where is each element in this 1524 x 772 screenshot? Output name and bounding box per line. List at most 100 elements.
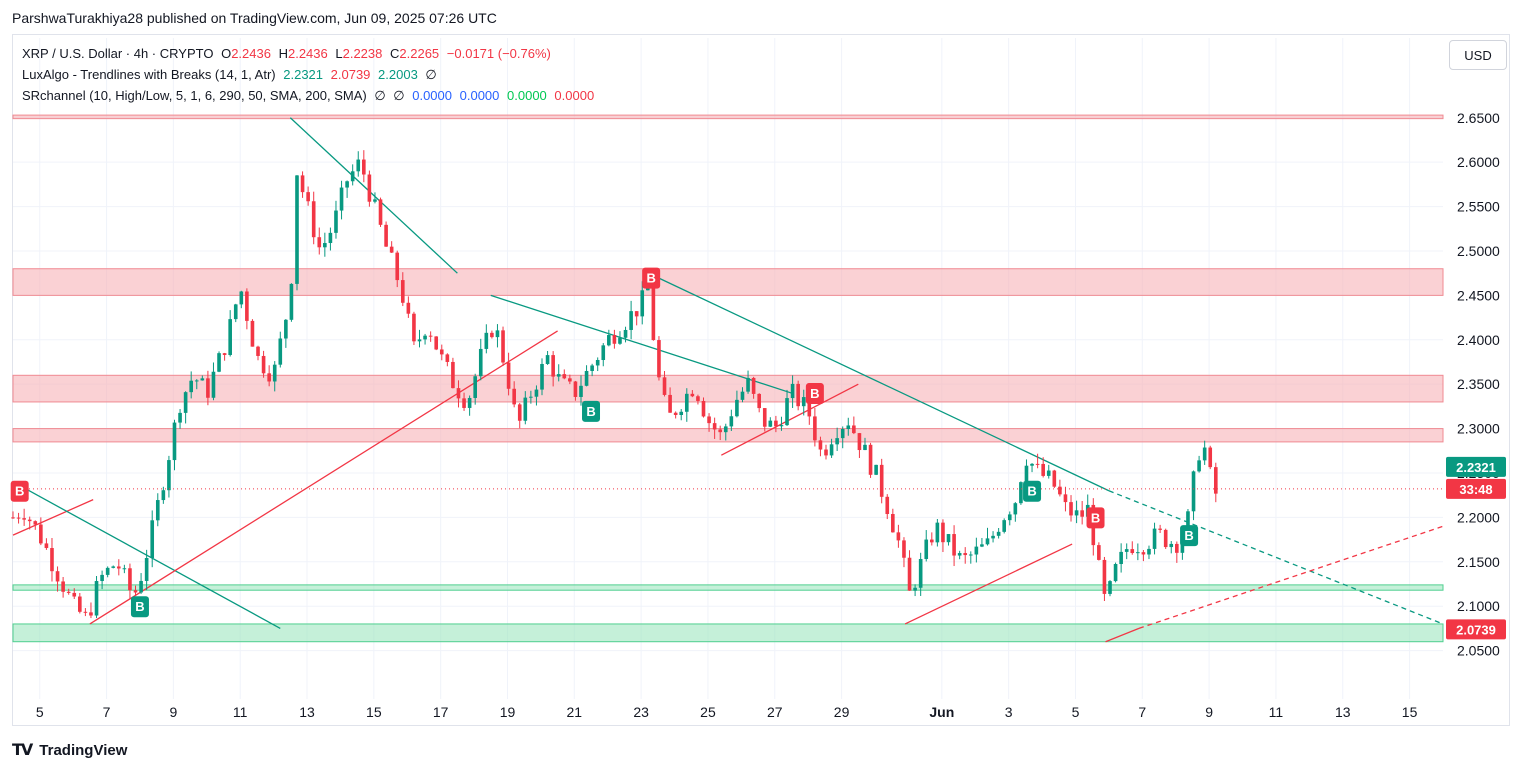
price-tags: 2.2321 33:48 2.0739	[1446, 456, 1506, 640]
candle-body	[1069, 502, 1073, 516]
candle-body	[684, 393, 689, 412]
legend-srchannel[interactable]: SRchannel (10, High/Low, 5, 1, 6, 290, 5…	[22, 88, 598, 104]
candle-body	[601, 345, 606, 361]
trendline	[490, 294, 792, 394]
currency-button[interactable]: USD	[1449, 40, 1507, 70]
candle-body	[657, 340, 661, 378]
candle-body	[378, 199, 383, 225]
candle-body	[985, 538, 990, 545]
candle-body	[879, 464, 884, 497]
candle-body	[495, 330, 500, 338]
x-tick-label: 27	[767, 704, 783, 720]
candle-body	[707, 416, 711, 424]
candle-body	[78, 596, 82, 612]
candle-body	[634, 311, 639, 317]
candle-body	[868, 444, 873, 475]
candle-body	[1019, 482, 1023, 504]
candle-body	[762, 408, 767, 427]
x-tick-label: 17	[433, 704, 449, 720]
candle-body	[829, 444, 834, 456]
candle-body	[506, 362, 511, 389]
trendline	[721, 383, 859, 456]
change-value: −0.0171 (−0.76%)	[446, 46, 551, 61]
candle-body	[389, 246, 394, 253]
x-tick-label: 5	[1072, 704, 1080, 720]
countdown-tag-bg	[1446, 478, 1506, 499]
candle-body	[189, 380, 194, 393]
symbol-label[interactable]: XRP / U.S. Dollar · 4h · CRYPTO	[22, 46, 214, 61]
candle-body	[968, 554, 973, 556]
candle-body	[66, 591, 71, 593]
x-tick-label: 15	[366, 704, 382, 720]
candle-body	[434, 336, 439, 350]
y-tick-label: 2.4500	[1457, 287, 1500, 303]
break-label-badge	[1023, 480, 1042, 502]
candle-body	[885, 496, 890, 515]
candle-body	[1169, 543, 1174, 548]
candle-body	[1186, 511, 1190, 534]
candle-body	[679, 411, 684, 415]
candle-body	[517, 404, 522, 421]
resistance-zone	[12, 374, 1444, 403]
candle-body	[289, 283, 294, 320]
candle-body	[350, 171, 355, 182]
candle-body	[1130, 549, 1135, 554]
candle-body	[384, 224, 388, 247]
candle-body	[701, 400, 706, 417]
candle-body	[467, 397, 472, 408]
candle-body	[863, 444, 867, 451]
break-label-bullish: B	[1180, 525, 1199, 547]
candlestick-series	[11, 150, 1443, 619]
candle-body	[729, 416, 734, 427]
candle-body	[445, 354, 450, 362]
candle-body	[222, 353, 227, 355]
candle-body	[72, 592, 77, 597]
candle-body	[200, 378, 205, 381]
legend-ohlc[interactable]: XRP / U.S. Dollar · 4h · CRYPTO O2.2436 …	[22, 46, 555, 61]
footer-branding[interactable]: 𝗧𝗩 TradingView	[12, 740, 127, 760]
candle-body	[128, 568, 132, 591]
candle-body	[946, 534, 951, 543]
candle-body	[278, 338, 283, 365]
candle-body	[373, 199, 377, 202]
candle-body	[1152, 528, 1157, 549]
x-tick-label: 9	[169, 704, 177, 720]
y-tick-label: 2.3500	[1457, 376, 1500, 392]
candle-body	[991, 535, 995, 539]
candle-body	[1007, 514, 1012, 521]
candle-body	[306, 192, 310, 202]
candle-body	[16, 517, 21, 519]
candle-body	[61, 581, 65, 592]
indicator-name-srchannel[interactable]: SRchannel (10, High/Low, 5, 1, 6, 290, 5…	[22, 88, 367, 103]
legend-luxalgo[interactable]: LuxAlgo - Trendlines with Breaks (14, 1,…	[22, 67, 441, 83]
break-label-bearish: B	[805, 383, 824, 405]
candle-body	[1024, 465, 1029, 483]
candle-body	[629, 311, 633, 330]
candle-body	[1158, 528, 1162, 530]
candle-body	[194, 380, 199, 382]
price-axis: 2.6500 2.6000 2.5500 2.5000 2.4500 2.4000 2.35…	[1457, 110, 1500, 659]
candle-body	[44, 543, 49, 549]
candle-body	[478, 348, 483, 377]
candle-body	[746, 377, 750, 392]
high-label: H	[278, 46, 288, 61]
candle-body	[562, 374, 567, 379]
candle-body	[1191, 471, 1196, 512]
indicator-name-luxalgo[interactable]: LuxAlgo - Trendlines with Breaks (14, 1,…	[22, 67, 276, 82]
candle-body	[462, 398, 466, 408]
candle-body	[272, 364, 277, 382]
candle-body	[245, 291, 249, 321]
candle-body	[161, 490, 166, 501]
candle-body	[556, 374, 561, 377]
break-labels: B B B B B B B B	[10, 267, 1199, 618]
break-label-bearish: B	[10, 480, 29, 502]
candle-body	[1046, 470, 1051, 476]
candle-body	[339, 187, 344, 211]
candle-body	[155, 500, 160, 521]
trendline	[1105, 627, 1140, 643]
break-label-bearish: B	[642, 267, 661, 289]
candle-body	[111, 566, 116, 568]
candle-body	[595, 360, 600, 366]
candle-body	[573, 381, 578, 397]
